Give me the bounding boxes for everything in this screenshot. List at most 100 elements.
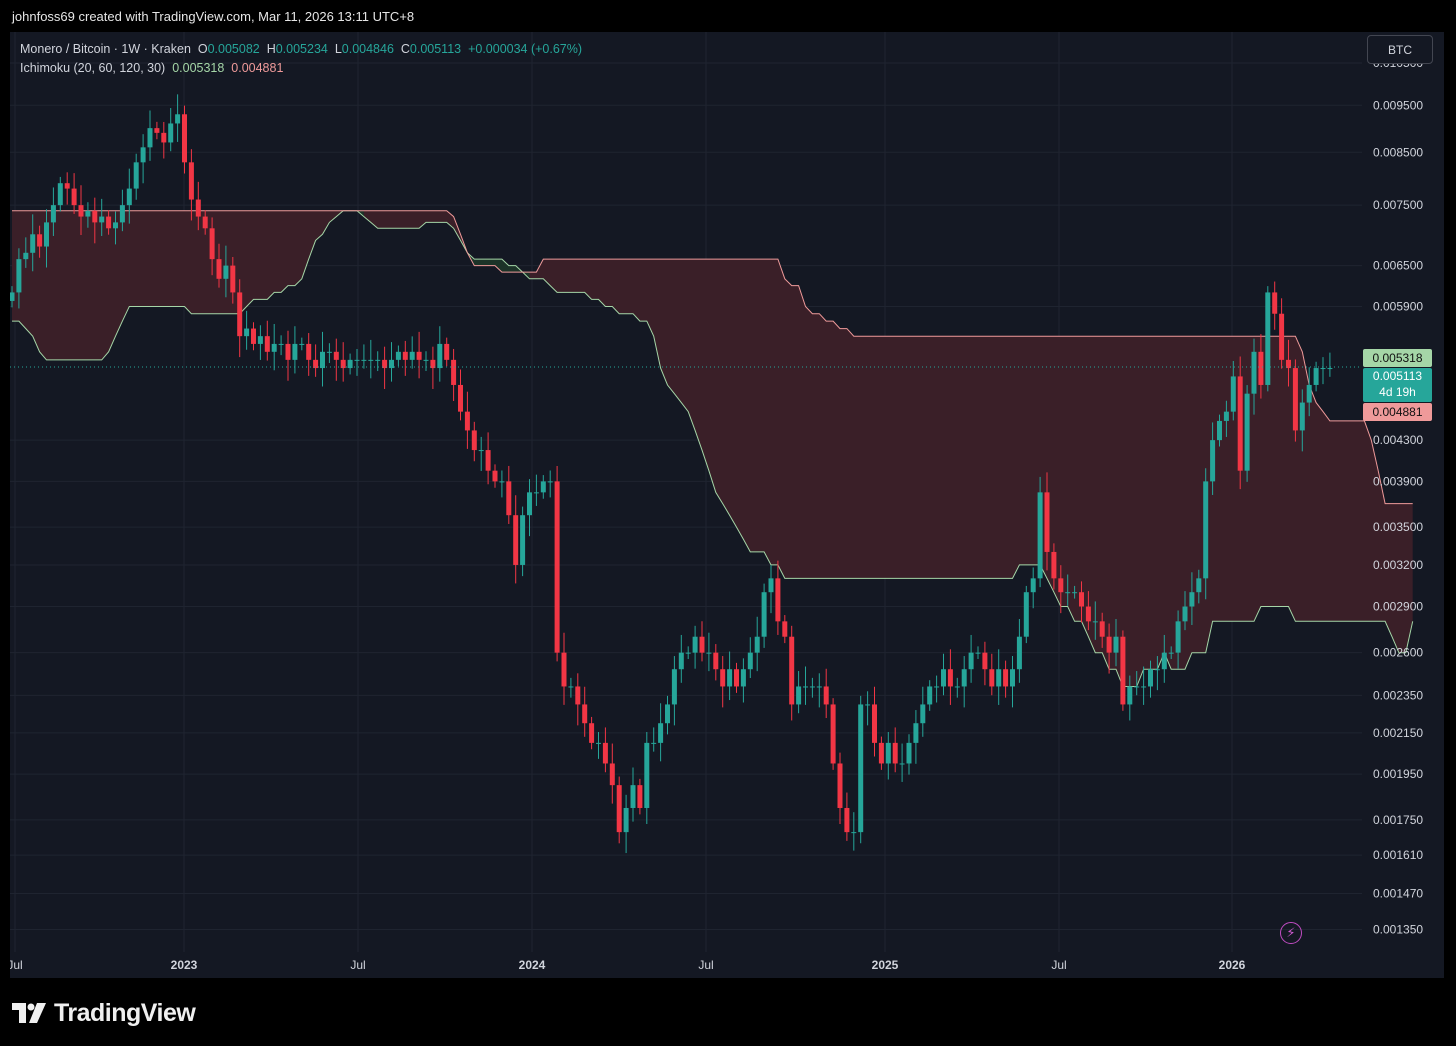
y-tick-label: 0.009500 [1373,98,1423,112]
candle [375,351,381,372]
candle [264,320,270,361]
candle-body [1154,669,1160,671]
tradingview-logo[interactable]: TradingView [12,998,196,1028]
candle-body [706,652,712,654]
candle-body [582,704,588,724]
candle [354,348,360,376]
symbol-label[interactable]: Monero / Bitcoin · 1W · Kraken [20,42,191,56]
candle-body [126,188,132,206]
candle [333,338,339,381]
time-axis: Jul 2023 Jul 2024 Jul 2025 Jul 2026 [10,958,1246,972]
candle [1265,286,1271,392]
candle [782,615,788,644]
chart-frame[interactable]: 0.0105000.0095000.0085000.0075000.006500… [10,32,1444,978]
candle-body [119,205,125,223]
candle [1085,591,1091,631]
y-tick-label: 0.001610 [1373,848,1423,862]
y-tick-label: 0.005900 [1373,300,1423,314]
candle-body [106,216,112,229]
candle [1168,646,1174,660]
candle [430,346,436,389]
high-value: 0.005234 [275,42,328,56]
candle [37,225,43,258]
candle [188,149,194,221]
candle [968,634,974,683]
candle-body [1120,636,1126,705]
candle [609,743,615,804]
candle-body [44,222,49,247]
candle-body [954,686,960,688]
candle-body [1099,621,1105,637]
candle-body [195,199,201,217]
candle [720,656,726,708]
candle-body [37,234,43,247]
candle-body [1223,411,1229,421]
candle [616,776,622,844]
candle [989,653,995,696]
candle-body [768,578,774,593]
candle-body [1148,669,1153,687]
candle-body [1244,393,1250,471]
candle [685,646,691,660]
candle-body [354,359,360,361]
candle [182,105,187,174]
candle-body [430,359,436,369]
close-value: 0.005113 [409,42,462,56]
candle [872,686,877,757]
candle [913,710,919,764]
candle [1258,334,1264,399]
candle [1127,675,1133,721]
candle [202,210,208,235]
candle-body [982,652,988,670]
candle [1051,543,1057,590]
candle [892,727,898,773]
candle [816,673,822,708]
indicator-legend-row[interactable]: Ichimoku (20, 60, 120, 30) 0.005318 0.00… [20,59,582,78]
candle [1244,385,1250,482]
candle-body [1051,551,1057,579]
candle [540,475,546,499]
candle [927,680,933,711]
candle-body [313,359,319,369]
candle-body [1327,368,1333,370]
candle [1196,569,1202,604]
candle [10,286,15,308]
candle-body [754,636,760,653]
lightning-icon[interactable]: ⚡ [1280,922,1302,944]
candle-body [1286,359,1291,369]
candle [285,330,291,381]
candle-body [740,669,746,687]
candle [299,337,305,351]
candle-body [1016,636,1022,670]
x-tick-label: 2025 [872,958,899,972]
candle-body [202,216,208,229]
candle-body [1292,368,1298,431]
candle [803,666,808,705]
x-tick-label: Jul [350,958,365,972]
candle-body [23,252,29,260]
candle-body [1168,652,1174,654]
candle [340,342,346,382]
candle-body [99,216,105,223]
currency-button[interactable]: BTC [1367,35,1433,64]
y-tick-label: 0.001950 [1373,767,1423,781]
candle [775,560,781,635]
candle [78,185,84,236]
candle [361,344,367,369]
candle-body [747,652,753,670]
candle-body [934,686,940,688]
candle [996,649,1002,705]
candle [30,214,36,272]
candle-body [133,162,139,189]
candle [1272,281,1278,330]
candle [975,646,981,660]
candle-body [389,359,394,369]
candle-body [775,578,781,622]
price-chart[interactable]: 0.0105000.0095000.0085000.0075000.006500… [10,32,1444,978]
candle-body [244,328,250,337]
candle-body [727,669,733,687]
candle-body [1072,592,1078,594]
candle [665,695,670,735]
candle [575,673,581,726]
span-b-price-tag: 0.004881 [1363,403,1432,421]
